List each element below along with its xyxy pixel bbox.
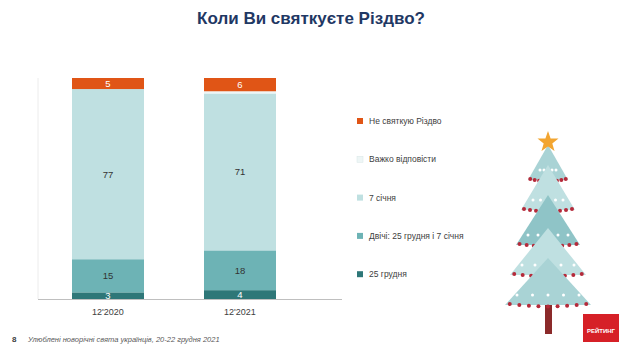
bar-segment: [72, 78, 144, 89]
legend-swatch: [357, 233, 363, 239]
logo-box: [583, 314, 619, 342]
data-label: 18: [235, 265, 246, 276]
data-label: 77: [103, 169, 114, 180]
data-label: 6: [237, 79, 242, 90]
bar-segment: [204, 91, 276, 93]
data-labels: 315775418716: [103, 78, 246, 301]
legend-label: 7 січня: [369, 193, 396, 203]
logo-text: РЕЙТИНГ: [587, 327, 616, 334]
legend-label: Не святкую Різдво: [369, 116, 442, 126]
page-number: 8: [12, 335, 17, 344]
y-axis-line: [38, 78, 39, 299]
source-note: Улюблені новорічні свята українців, 20-2…: [27, 335, 220, 344]
x-tick-label: 12'2021: [224, 307, 256, 317]
legend-label: Важко відповісти: [369, 154, 436, 164]
data-label: 15: [103, 270, 114, 281]
x-tick-label: 12'2020: [92, 307, 124, 317]
bar-segment: [204, 93, 276, 250]
legend-swatch: [357, 156, 363, 162]
legend-label: 25 грудня: [369, 269, 407, 279]
data-label: 5: [105, 78, 110, 89]
bars: [72, 78, 276, 299]
legend-swatch: [357, 118, 363, 124]
tree-decoration: [505, 131, 591, 334]
legend-swatch: [357, 195, 363, 201]
x-axis-line: [38, 299, 342, 300]
data-label: 4: [237, 289, 242, 300]
data-label: 71: [235, 166, 246, 177]
bar-segment: [204, 78, 276, 91]
bar-segment: [204, 250, 276, 290]
title: Коли Ви святкуєте Різдво?: [197, 9, 425, 28]
bar-segment: [72, 89, 144, 259]
legend-label: Двічі: 25 грудня і 7 січня: [369, 231, 464, 241]
legend-swatch: [357, 271, 363, 277]
chart: Коли Ви святкуєте Різдво?31577541871612'…: [0, 0, 623, 352]
bar-segment: [72, 259, 144, 292]
